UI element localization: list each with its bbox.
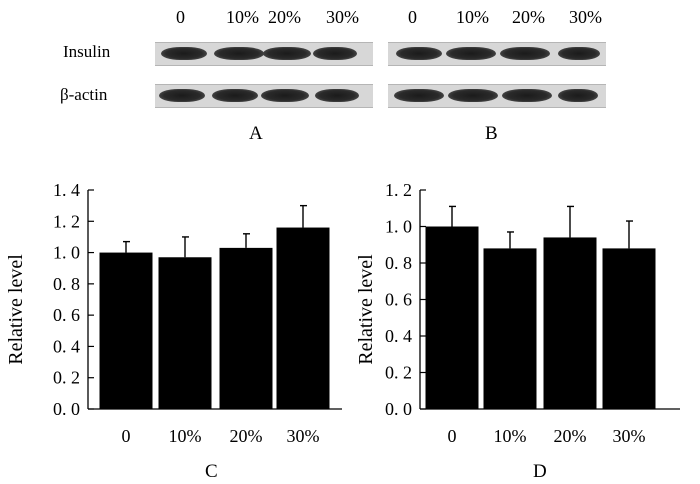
bar (425, 226, 479, 409)
band (313, 47, 357, 60)
x-tick-label: 10% (494, 426, 527, 446)
x-tick-label: 10% (169, 426, 202, 446)
x-tick-label: 0 (448, 426, 457, 446)
y-tick-label: 0. 8 (53, 274, 80, 294)
y-tick-label: 1. 0 (53, 243, 80, 263)
band (558, 89, 598, 102)
y-tick-label: 1. 0 (385, 217, 412, 237)
panel-letter-a: A (249, 123, 263, 144)
panel-letter-d: D (533, 461, 547, 482)
panel-letter-c: C (205, 461, 218, 482)
band (500, 47, 550, 60)
bar (158, 257, 212, 409)
lane-label-30: 30% (326, 7, 359, 27)
actin-blot-strip-a (155, 84, 373, 108)
insulin-blot-strip-a (155, 42, 373, 66)
lane-label-10: 10% (456, 7, 489, 27)
y-tick-label: 0. 0 (385, 399, 412, 419)
insulin-blot-strip-b (388, 42, 606, 66)
bar-chart-c: 0. 0 0. 2 0. 4 0. 6 0. 8 1. 0 1. 2 1. 4 0 10% 20% 3… (5, 180, 342, 446)
band (558, 47, 600, 60)
actin-blot-strip-b (388, 84, 606, 108)
band (159, 89, 205, 102)
y-tick-label: 0. 8 (385, 253, 412, 273)
bar (602, 248, 656, 409)
band (448, 89, 498, 102)
band (446, 47, 496, 60)
bar (219, 247, 273, 409)
y-axis-title: Relative level (5, 254, 27, 365)
band (214, 47, 264, 60)
bar (276, 227, 330, 409)
panel-letter-b: B (485, 123, 498, 144)
band (502, 89, 552, 102)
lane-label-20: 20% (512, 7, 545, 27)
y-tick-label: 0. 4 (53, 336, 80, 356)
band (161, 47, 207, 60)
x-tick-label: 20% (554, 426, 587, 446)
x-tick-label: 0 (122, 426, 131, 446)
y-axis-title: Relative level (355, 254, 377, 365)
lane-label-30: 30% (569, 7, 602, 27)
band (263, 47, 311, 60)
band (394, 89, 444, 102)
row-label-insulin: Insulin (63, 42, 111, 61)
bar (99, 252, 153, 409)
y-tick-label: 1. 2 (385, 180, 412, 200)
band (315, 89, 359, 102)
lane-label-20: 20% (268, 7, 301, 27)
bar (483, 248, 537, 409)
y-tick-label: 0. 2 (53, 368, 80, 388)
x-tick-label: 20% (230, 426, 263, 446)
y-tick-label: 0. 0 (53, 399, 80, 419)
y-tick-label: 0. 6 (385, 290, 412, 310)
lane-label-10: 10% (226, 7, 259, 27)
bar-chart-d: 0. 0 0. 2 0. 4 0. 6 0. 8 1. 0 1. 2 0 10% 20% 30% Re… (355, 180, 680, 446)
band (261, 89, 309, 102)
row-label-beta-actin: β-actin (60, 85, 108, 104)
y-tick-label: 1. 2 (53, 211, 80, 231)
lane-label-0: 0 (176, 7, 185, 27)
band (212, 89, 258, 102)
bar (543, 237, 597, 409)
y-tick-label: 0. 6 (53, 305, 80, 325)
y-tick-label: 0. 4 (385, 326, 412, 346)
y-tick-label: 0. 2 (385, 363, 412, 383)
lane-label-0: 0 (408, 7, 417, 27)
x-tick-label: 30% (613, 426, 646, 446)
band (396, 47, 442, 60)
y-tick-label: 1. 4 (53, 180, 80, 200)
x-tick-label: 30% (287, 426, 320, 446)
